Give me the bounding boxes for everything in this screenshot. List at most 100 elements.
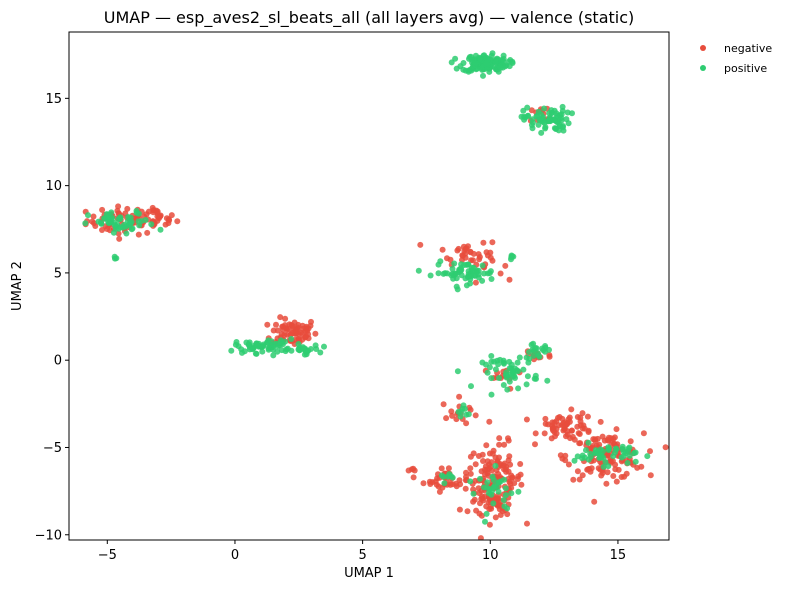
data-point-positive — [317, 349, 324, 356]
data-point-negative — [502, 262, 509, 269]
data-point-positive — [321, 343, 327, 350]
data-point-negative — [443, 415, 450, 422]
data-point-negative — [467, 465, 474, 472]
data-point-negative — [592, 437, 599, 444]
data-point-positive — [520, 107, 527, 114]
legend-marker-positive — [700, 65, 706, 71]
data-point-positive — [508, 361, 515, 368]
data-point-positive — [276, 340, 283, 347]
data-point-positive — [600, 463, 607, 470]
data-point-positive — [440, 270, 447, 277]
data-point-positive — [82, 220, 89, 227]
data-point-positive — [504, 386, 511, 393]
y-axis-ticks: −10 −5 0 5 10 15 — [35, 92, 69, 543]
data-point-negative — [486, 521, 493, 528]
data-point-positive — [571, 457, 578, 464]
data-point-negative — [574, 423, 581, 430]
data-point-positive — [489, 473, 496, 480]
data-point-positive — [465, 68, 472, 75]
data-point-positive — [157, 226, 164, 233]
data-point-positive — [596, 455, 603, 462]
data-point-negative — [524, 520, 530, 527]
data-point-negative — [476, 510, 483, 517]
data-point-negative — [480, 458, 486, 464]
data-point-positive — [477, 475, 483, 482]
data-point-positive — [500, 382, 507, 388]
data-point-negative — [426, 478, 433, 485]
data-point-negative — [278, 331, 285, 338]
data-point-negative — [505, 437, 512, 444]
data-point-positive — [488, 353, 495, 359]
data-point-positive — [488, 391, 495, 398]
data-point-positive — [427, 272, 434, 279]
data-point-positive — [502, 492, 509, 499]
data-point-positive — [528, 341, 535, 348]
data-point-negative — [270, 327, 277, 334]
data-point-negative — [467, 249, 474, 256]
data-point-positive — [278, 347, 285, 354]
data-point-positive — [480, 72, 486, 79]
data-point-negative — [480, 239, 487, 246]
data-point-negative — [163, 215, 170, 222]
data-point-positive — [518, 113, 525, 120]
data-point-positive — [307, 346, 314, 352]
data-point-negative — [557, 452, 564, 459]
data-point-positive — [270, 352, 277, 359]
data-point-positive — [496, 375, 502, 381]
data-point-negative — [456, 477, 463, 484]
data-point-positive — [632, 449, 639, 456]
x-tick-label: 10 — [482, 548, 499, 563]
data-point-negative — [420, 480, 427, 487]
data-point-positive — [632, 458, 639, 465]
data-point-negative — [501, 441, 508, 448]
data-point-positive — [449, 265, 456, 272]
data-point-negative — [603, 480, 610, 487]
data-point-negative — [562, 457, 569, 464]
data-point-negative — [503, 468, 510, 475]
data-point-positive — [123, 230, 130, 237]
y-tick-label: 15 — [45, 92, 62, 107]
data-point-negative — [647, 448, 653, 455]
data-point-negative — [455, 245, 462, 252]
data-point-negative — [576, 440, 583, 447]
data-point-negative — [280, 326, 287, 333]
data-point-positive — [254, 342, 261, 349]
data-point-positive — [492, 462, 499, 469]
y-tick-label: 10 — [45, 179, 62, 194]
data-point-negative — [444, 255, 450, 262]
data-point-positive — [135, 210, 142, 217]
data-point-negative — [584, 466, 591, 473]
data-point-positive — [496, 479, 502, 486]
data-point-positive — [438, 472, 445, 479]
data-point-negative — [545, 421, 552, 428]
plot-frame — [68, 31, 670, 541]
data-point-negative — [517, 471, 524, 478]
data-point-positive — [520, 366, 527, 373]
data-point-negative — [496, 435, 503, 442]
data-point-positive — [613, 446, 620, 453]
data-point-positive — [260, 341, 267, 348]
data-point-positive — [490, 500, 497, 507]
data-point-negative — [135, 231, 142, 238]
data-point-negative — [456, 506, 463, 513]
data-point-positive — [470, 490, 477, 497]
data-point-positive — [239, 349, 245, 356]
data-point-negative — [482, 471, 488, 478]
data-point-positive — [471, 272, 478, 279]
data-point-negative — [604, 469, 611, 476]
data-point-positive — [515, 488, 522, 495]
data-point-negative — [546, 352, 553, 358]
data-point-positive — [619, 446, 626, 453]
data-point-negative — [463, 420, 470, 427]
data-point-positive — [467, 478, 474, 485]
data-point-positive — [453, 283, 460, 290]
data-point-negative — [612, 461, 619, 468]
data-point-positive — [587, 450, 594, 457]
data-point-negative — [472, 461, 479, 468]
data-point-positive — [468, 383, 474, 390]
data-point-positive — [448, 272, 455, 279]
data-point-negative — [483, 503, 490, 510]
data-point-negative — [288, 330, 295, 337]
data-point-negative — [277, 314, 284, 321]
data-point-positive — [95, 218, 102, 225]
